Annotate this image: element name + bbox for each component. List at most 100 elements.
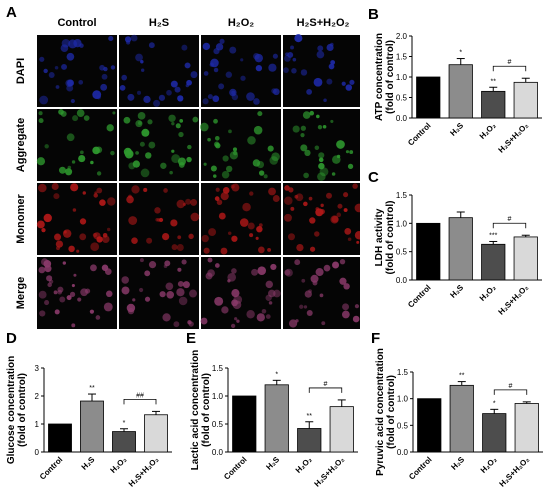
panel-d: D 0 1 2 3 Glucose concentration (fold of cont… — [0, 330, 180, 497]
x-tick-label: H₂S — [448, 283, 465, 300]
panel-letter-b: B — [368, 6, 379, 23]
cell-spot — [128, 162, 136, 170]
cell-spot — [317, 172, 326, 181]
cell-spot — [62, 261, 67, 265]
cell-spot — [284, 269, 291, 276]
cell-spot — [51, 182, 59, 191]
significance-bracket — [493, 389, 528, 395]
y-tick-label: 1.5 — [212, 364, 224, 373]
cell-spot — [166, 89, 172, 96]
cell-spot — [139, 258, 144, 263]
cell-spot — [287, 51, 294, 58]
x-tick-label: H₂S — [449, 455, 466, 472]
cell-spot — [321, 321, 326, 326]
cell-spot — [323, 98, 327, 103]
cell-spot — [255, 236, 259, 240]
cell-spot — [144, 270, 151, 277]
cell-spot — [188, 233, 194, 240]
cell-spot — [57, 286, 64, 293]
cell-spot — [272, 195, 280, 202]
y-tick-label: 1 — [35, 420, 40, 429]
cell-spot — [60, 110, 67, 117]
cell-spot — [317, 45, 324, 52]
cell-spot — [268, 187, 276, 196]
cell-spot — [347, 163, 354, 169]
micrograph-image — [283, 257, 360, 329]
cell-spot — [148, 261, 157, 269]
row-label: Aggregate — [15, 118, 27, 172]
micrograph-image — [119, 257, 199, 329]
lactic-acid-chart: 0.0 0.5 1.0 1.5 Lactic acid concentration (fo… — [190, 350, 358, 489]
cell-spot — [306, 89, 312, 95]
cell-spot — [283, 67, 289, 74]
cell-spot — [39, 310, 46, 317]
cell-spot — [61, 38, 71, 48]
cell-spot — [249, 191, 254, 196]
cell-spot — [38, 266, 46, 274]
cell-spot — [308, 196, 313, 201]
cell-spot — [187, 320, 192, 325]
cell-spot — [199, 122, 209, 132]
bar — [416, 76, 441, 119]
cell-spot — [70, 99, 75, 104]
column-label: H₂O₂ — [228, 17, 254, 29]
cell-spot — [90, 160, 94, 165]
cell-spot — [41, 227, 46, 233]
cell-spot — [215, 187, 220, 192]
cell-spot — [326, 78, 333, 85]
cell-spot — [160, 162, 167, 169]
significance-mark: * — [123, 420, 126, 427]
cell-spot — [218, 83, 225, 90]
cell-spot — [336, 212, 342, 218]
cell-spot — [267, 247, 272, 252]
significance-mark: *** — [489, 232, 497, 239]
cell-spot — [212, 95, 220, 103]
cell-spot — [72, 208, 77, 212]
cell-spot — [257, 266, 267, 275]
cell-spot — [288, 233, 295, 241]
x-tick-label: Control — [406, 121, 432, 147]
cell-spot — [239, 218, 249, 227]
cell-spot — [78, 80, 84, 85]
cell-spot — [356, 240, 360, 244]
cell-spot — [299, 304, 304, 309]
cell-spot — [105, 290, 113, 298]
cell-spot — [300, 125, 306, 131]
panel-e: E 0.0 0.5 1.0 1.5 Lactic acid concentration(… — [180, 330, 365, 497]
cell-spot — [347, 237, 352, 242]
cell-spot — [130, 34, 138, 42]
cell-spot — [213, 118, 218, 124]
bar — [482, 413, 507, 453]
cell-spot — [119, 85, 126, 91]
panel-a: A Control H₂S H₂O₂ H₂S+H₂O₂ DAPI Aggregate Mon… — [0, 0, 360, 330]
cell-spot — [103, 302, 113, 312]
cell-spot — [221, 306, 229, 314]
bar — [513, 236, 538, 281]
cell-spot — [220, 247, 228, 255]
cell-spot — [66, 295, 72, 301]
cell-spot — [147, 119, 153, 125]
cell-spot — [186, 156, 192, 163]
cell-spot — [268, 289, 276, 298]
cell-spot — [288, 187, 294, 193]
cell-spot — [284, 196, 293, 205]
y-tick-label: 0.5 — [396, 248, 408, 257]
cell-spot — [137, 90, 142, 95]
cell-spot — [178, 131, 184, 138]
cell-spot — [78, 155, 86, 163]
cell-spot — [124, 149, 134, 159]
cell-spot — [139, 141, 145, 147]
cell-spot — [232, 147, 238, 152]
cell-spot — [303, 201, 308, 207]
cell-spot — [135, 151, 139, 155]
cell-spot — [123, 116, 131, 124]
cell-spot — [331, 215, 339, 223]
cell-spot — [174, 86, 181, 93]
cell-spot — [220, 192, 229, 201]
cell-spot — [341, 81, 346, 86]
cell-spot — [309, 110, 315, 116]
y-axis-label: (fold of control) — [17, 373, 28, 447]
cell-spot — [66, 52, 75, 61]
panel-letter-e: E — [186, 330, 197, 347]
x-tick-label: H₂O₂ — [479, 455, 499, 475]
